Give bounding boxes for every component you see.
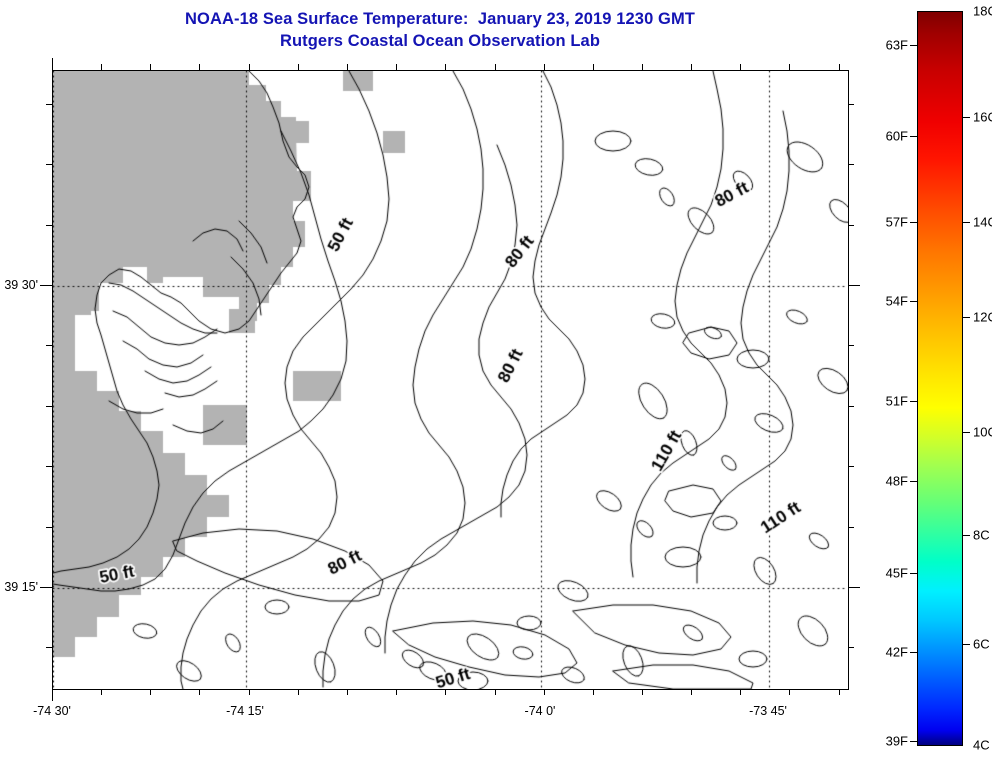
x-tick-top (347, 64, 348, 70)
y-tick-left (46, 647, 52, 648)
x-tick-top (298, 64, 299, 70)
x-tick-top (740, 64, 741, 70)
colorbar-tick-f (910, 136, 917, 137)
x-tick-bottom (199, 689, 200, 695)
x-tick-top (593, 64, 594, 70)
colorbar-label-f: 45F (885, 565, 908, 581)
colorbar-tick-f (910, 573, 917, 574)
x-tick-bottom (249, 689, 250, 695)
y-tick-left (46, 345, 52, 346)
x-tick-bottom (544, 689, 545, 695)
y-tick-right (848, 285, 860, 286)
map-render-canvas (53, 71, 848, 689)
y-tick-right (848, 587, 860, 588)
colorbar-tick-c (963, 535, 970, 536)
y-tick-left (46, 225, 52, 226)
y-tick-right (848, 104, 854, 105)
y-tick-left (46, 466, 52, 467)
y-tick-right (848, 647, 854, 648)
x-tick-bottom (347, 689, 348, 695)
colorbar-tick-f (910, 652, 917, 653)
x-tick-top (642, 64, 643, 70)
colorbar-gradient (917, 11, 963, 746)
colorbar-label-f: 42F (885, 644, 908, 660)
colorbar-tick-c (963, 222, 970, 223)
y-tick-left (46, 527, 52, 528)
y-tick-left (40, 285, 52, 286)
colorbar-label-f: 39F (885, 733, 908, 749)
y-tick-right (848, 406, 854, 407)
y-tick-right (848, 164, 854, 165)
y-axis-label: 39 15' (4, 580, 38, 594)
x-tick-bottom (642, 689, 643, 695)
x-tick-top (495, 64, 496, 70)
x-tick-bottom (593, 689, 594, 695)
colorbar-label-c: 6C (973, 636, 990, 652)
sst-map-plot (52, 70, 849, 690)
colorbar-label-c: 18C (973, 3, 992, 19)
x-tick-bottom (445, 689, 446, 695)
x-tick-top (445, 64, 446, 70)
colorbar-tick-c (963, 432, 970, 433)
x-tick-bottom (495, 689, 496, 695)
x-tick-top (199, 64, 200, 70)
title-line-2: Rutgers Coastal Ocean Observation Lab (279, 32, 601, 50)
colorbar-tick-f (910, 401, 917, 402)
x-tick-bottom (150, 689, 151, 695)
x-axis-label: -74 0' (524, 704, 556, 718)
x-tick-top (789, 64, 790, 70)
x-tick-top (249, 64, 250, 70)
colorbar-label-f: 60F (885, 128, 908, 144)
y-tick-right (848, 225, 854, 226)
x-axis-label: -74 15' (226, 704, 264, 718)
colorbar-label-c: 16C (973, 109, 992, 125)
x-tick-bottom (52, 689, 53, 701)
x-tick-bottom (396, 689, 397, 695)
x-tick-top (52, 58, 53, 70)
colorbar-label-f: 57F (885, 214, 908, 230)
colorbar-tick-c (963, 317, 970, 318)
x-tick-top (839, 64, 840, 70)
y-tick-left (40, 587, 52, 588)
colorbar-tick-f (910, 481, 917, 482)
colorbar-label-f: 51F (885, 393, 908, 409)
x-tick-top (101, 64, 102, 70)
x-tick-bottom (691, 689, 692, 695)
colorbar-tick-c (963, 644, 970, 645)
colorbar-label-f: 63F (885, 37, 908, 53)
colorbar-label-f: 54F (885, 293, 908, 309)
colorbar-tick-f (910, 301, 917, 302)
y-tick-left (46, 164, 52, 165)
x-tick-top (396, 64, 397, 70)
x-tick-bottom (740, 689, 741, 695)
colorbar-tick-f (910, 45, 917, 46)
chart-title: NOAA-18 Sea Surface Temperature: January… (0, 8, 880, 52)
colorbar-tick-f (910, 222, 917, 223)
x-axis-label: -73 45' (749, 704, 787, 718)
y-tick-right (848, 466, 854, 467)
colorbar-label-c: 4C (973, 737, 990, 753)
y-axis-label: 39 30' (4, 278, 38, 292)
y-tick-left (46, 104, 52, 105)
x-tick-bottom (789, 689, 790, 695)
y-tick-left (46, 406, 52, 407)
y-tick-right (848, 527, 854, 528)
x-tick-top (544, 64, 545, 70)
colorbar-label-f: 48F (885, 473, 908, 489)
colorbar-label-c: 12C (973, 309, 992, 325)
x-axis-label: -74 30' (33, 704, 71, 718)
title-line-1: NOAA-18 Sea Surface Temperature: January… (185, 10, 695, 28)
x-tick-top (150, 64, 151, 70)
colorbar-label-c: 10C (973, 424, 992, 440)
x-tick-bottom (101, 689, 102, 695)
colorbar-tick-f (910, 741, 917, 742)
y-tick-right (848, 345, 854, 346)
x-tick-bottom (839, 689, 840, 695)
colorbar-label-c: 8C (973, 527, 990, 543)
colorbar-label-c: 14C (973, 214, 992, 230)
x-tick-bottom (298, 689, 299, 695)
temperature-colorbar: 63F 60F 57F 54F 51F 48F 45F 42F 39F 18C 16C 14C 12C 1… (886, 4, 992, 753)
colorbar-tick-c (963, 117, 970, 118)
x-tick-top (691, 64, 692, 70)
